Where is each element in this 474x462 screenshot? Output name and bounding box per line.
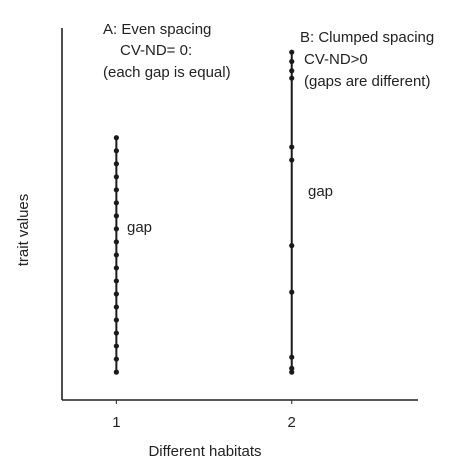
point — [113, 226, 119, 232]
point — [289, 144, 295, 150]
annotation: A: Even spacing — [103, 21, 211, 38]
annotation: CV-ND= 0: — [120, 42, 192, 59]
point — [289, 75, 295, 81]
point — [113, 239, 119, 245]
point — [289, 365, 295, 371]
point — [113, 291, 119, 297]
point — [113, 317, 119, 323]
point — [113, 278, 119, 284]
point — [289, 157, 295, 163]
point — [113, 200, 119, 206]
point — [289, 58, 295, 65]
point — [113, 213, 119, 219]
point — [113, 148, 119, 154]
annotation: gap — [127, 219, 152, 236]
y-axis-label: trait values — [15, 194, 32, 267]
annotation: gap — [308, 183, 333, 200]
point — [289, 49, 295, 55]
point — [289, 369, 295, 375]
annotation: B: Clumped spacing — [300, 29, 434, 46]
point — [289, 68, 295, 74]
point — [289, 354, 295, 360]
x-tick-label: 1 — [112, 414, 120, 431]
point — [113, 369, 119, 375]
x-axis-label: Different habitats — [148, 443, 261, 457]
point — [113, 356, 119, 362]
annotation: (gaps are different) — [304, 73, 430, 90]
point — [113, 161, 119, 167]
point — [113, 265, 119, 271]
annotation: CV-ND>0 — [304, 51, 368, 68]
point — [113, 187, 119, 193]
point — [113, 135, 119, 141]
point — [113, 343, 119, 349]
point — [113, 304, 119, 310]
point — [113, 330, 119, 336]
x-tick-label: 2 — [288, 414, 296, 431]
point — [113, 252, 119, 258]
point — [289, 243, 295, 249]
annotation: (each gap is equal) — [103, 64, 231, 81]
point — [113, 174, 119, 180]
point — [289, 289, 295, 295]
